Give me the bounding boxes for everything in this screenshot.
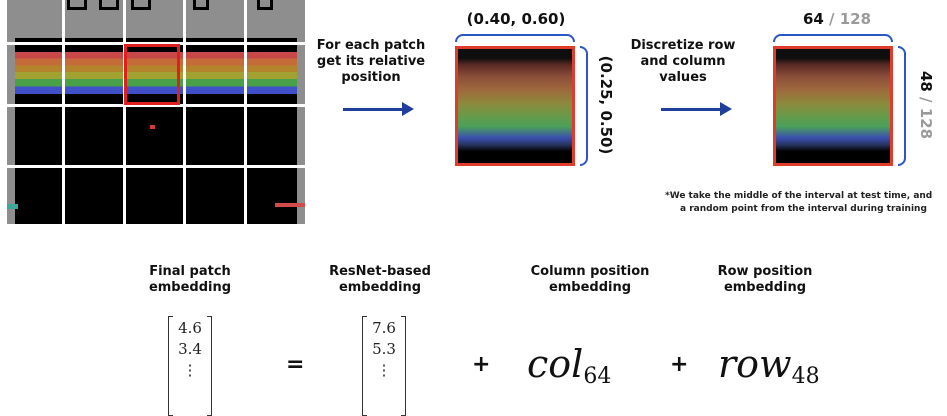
vector-entry: 3.4	[178, 340, 202, 358]
column-bin-value: 64	[802, 10, 824, 28]
grid-line-horizontal	[7, 42, 305, 45]
bracket-left	[168, 316, 173, 416]
step2-description: Discretize row and column values	[630, 38, 736, 85]
score-digit	[257, 0, 273, 10]
vector-entry: 4.6	[178, 319, 202, 337]
teal-marker	[7, 204, 18, 209]
score-bar	[7, 0, 305, 38]
grid-line-vertical	[244, 0, 247, 224]
row-position-term: row48	[718, 342, 820, 389]
plus-sign: +	[670, 352, 689, 377]
footnote-line-1: *We take the middle of the interval at t…	[665, 191, 933, 201]
header-column-position-embedding: Column position embedding	[530, 264, 650, 295]
selected-patch-highlight	[124, 44, 180, 105]
step1-description: For each patch get its relative position	[316, 38, 426, 85]
grid-line-vertical	[62, 0, 65, 224]
column-brace	[455, 34, 575, 42]
bracket-left	[362, 316, 367, 416]
col-symbol: col	[527, 342, 584, 386]
plus-sign: +	[472, 352, 491, 377]
vector-entry: 5.3	[372, 340, 396, 358]
header-final-patch-embedding: Final patch embedding	[148, 264, 232, 295]
footnote-line-2: a random point from the interval during …	[680, 204, 927, 214]
game-screen-image	[7, 0, 305, 224]
grid-line-vertical	[123, 0, 126, 224]
score-digit	[193, 0, 209, 10]
bracket-right	[207, 316, 212, 416]
patch-preview-discretized	[773, 46, 893, 166]
row-brace	[898, 46, 906, 166]
vector-entry: 7.6	[372, 319, 396, 337]
bracket-right	[401, 316, 406, 416]
column-brace	[773, 34, 893, 42]
vector-ellipsis: ⋮	[376, 361, 392, 379]
col-subscript: 64	[583, 364, 612, 389]
column-position-term: col64	[527, 342, 611, 389]
row-bin-label: 48 / 128	[917, 45, 935, 165]
column-bin-label: 64 / 128	[772, 10, 902, 28]
right-wall	[297, 38, 305, 224]
paddle	[275, 203, 305, 207]
relative-column-range: (0.40, 0.60)	[466, 10, 566, 28]
column-bin-total: / 128	[829, 10, 872, 28]
vector-ellipsis: ⋮	[182, 361, 198, 379]
patch-preview	[455, 46, 575, 166]
arrow-right-icon	[343, 102, 414, 116]
left-wall	[7, 38, 15, 224]
equals-sign: =	[286, 352, 305, 377]
row-brace	[580, 46, 588, 166]
grid-line-vertical	[183, 0, 186, 224]
grid-line-horizontal	[7, 165, 305, 168]
score-digit	[67, 0, 87, 10]
row-bin-value: 48	[917, 70, 935, 92]
header-row-position-embedding: Row position embedding	[717, 264, 813, 295]
row-symbol: row	[718, 342, 792, 386]
relative-row-range: (0.25, 0.50)	[597, 55, 615, 155]
header-resnet-embedding: ResNet-based embedding	[329, 264, 431, 295]
score-digit	[99, 0, 119, 10]
arrow-right-icon	[661, 102, 732, 116]
ball	[150, 125, 155, 129]
row-subscript: 48	[791, 364, 820, 389]
grid-line-horizontal	[7, 104, 305, 107]
resnet-embedding-vector: 7.6 5.3 ⋮	[362, 316, 406, 416]
score-digit	[131, 0, 151, 10]
row-bin-total: / 128	[917, 97, 935, 140]
final-embedding-vector: 4.6 3.4 ⋮	[168, 316, 212, 416]
